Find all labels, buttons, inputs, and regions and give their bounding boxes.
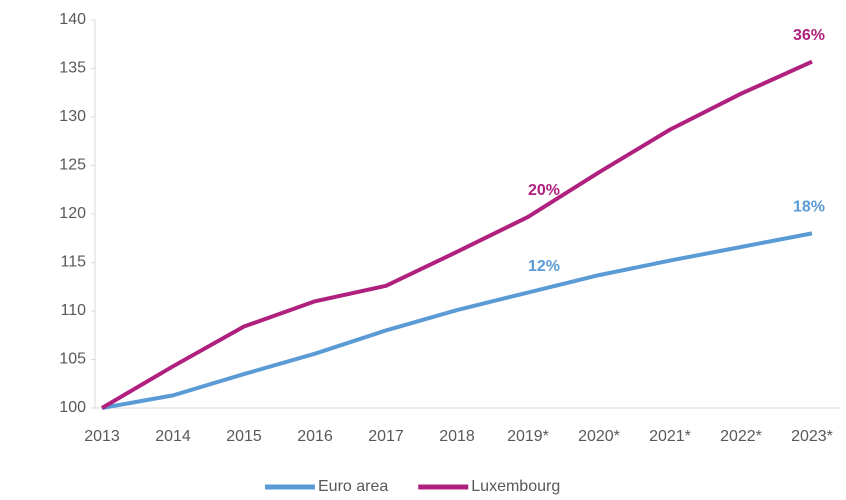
y-tick-label: 115 <box>60 254 86 271</box>
y-tick-label: 125 <box>59 157 86 174</box>
x-tick-label: 2019* <box>507 428 549 445</box>
series-line <box>101 231 813 410</box>
legend-label: Euro area <box>318 478 388 495</box>
annotation: 18% <box>793 199 825 216</box>
annotation: 36% <box>793 27 825 44</box>
x-tick-label: 2015 <box>226 428 262 445</box>
x-tick-label: 2022* <box>720 428 762 445</box>
legend-label: Luxembourg <box>471 478 560 495</box>
annotation: 12% <box>528 258 560 275</box>
x-tick-label: 2016 <box>297 428 333 445</box>
series-line <box>100 59 813 410</box>
y-tick-label: 140 <box>59 11 86 28</box>
x-tick-label: 2023* <box>791 428 833 445</box>
y-tick-label: 135 <box>59 60 86 77</box>
y-tick-label: 120 <box>59 205 86 222</box>
x-tick-label: 2013 <box>84 428 120 445</box>
x-tick-label: 2018 <box>439 428 475 445</box>
y-tick-label: 110 <box>60 302 86 319</box>
y-tick-label: 105 <box>59 351 86 368</box>
y-tick-label: 130 <box>59 108 86 125</box>
annotation: 20% <box>528 182 560 199</box>
x-tick-label: 2014 <box>155 428 191 445</box>
x-tick-label: 2020* <box>578 428 620 445</box>
x-tick-label: 2021* <box>649 428 691 445</box>
y-tick-label: 100 <box>59 399 86 416</box>
x-tick-label: 2017 <box>368 428 404 445</box>
